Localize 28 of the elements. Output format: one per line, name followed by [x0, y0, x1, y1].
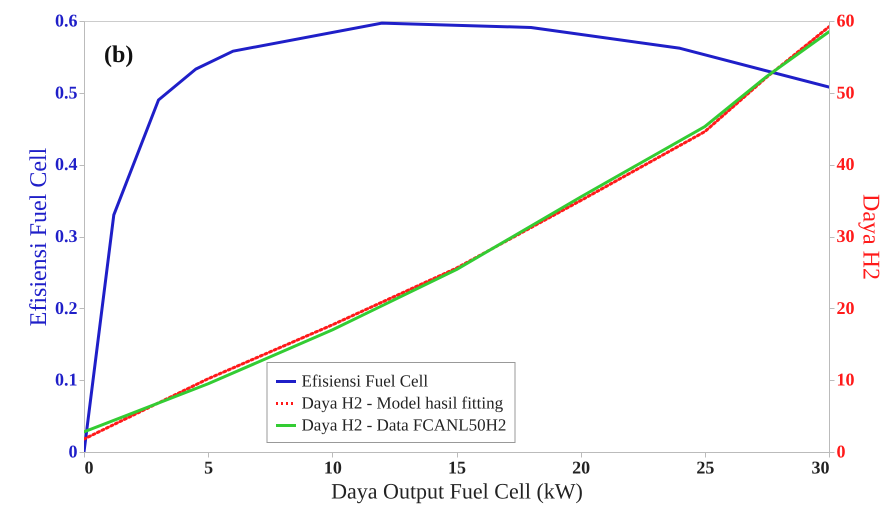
- y-tick-label: 0.4: [55, 154, 78, 174]
- x-tick-label: 5: [204, 458, 214, 478]
- y-tick-label: 0.5: [55, 82, 78, 102]
- y2-tick-label: 50: [836, 82, 854, 102]
- x-tick-label: 30: [812, 458, 830, 478]
- y-tick-label: 0: [68, 442, 78, 462]
- x-axis-title: Daya Output Fuel Cell (kW): [331, 478, 583, 504]
- y2-tick-label: 0: [836, 442, 846, 462]
- legend-label: Efisiensi Fuel Cell: [302, 372, 428, 390]
- legend-label: Daya H2 - Model hasil fitting: [302, 394, 504, 412]
- x-tick-label: 10: [324, 458, 342, 478]
- y2-tick-label: 10: [836, 370, 854, 390]
- y2-tick-label: 40: [836, 154, 854, 174]
- legend-label: Daya H2 - Data FCANL50H2: [302, 416, 506, 434]
- y-tick-label: 0.3: [55, 226, 78, 246]
- y-tick-label: 0.6: [55, 10, 78, 30]
- y2-axis-title: Daya H2: [858, 194, 884, 280]
- x-tick-label: 15: [448, 458, 466, 478]
- annotation: (b): [104, 42, 134, 68]
- y2-tick-label: 60: [836, 10, 854, 30]
- y2-tick-label: 30: [836, 226, 854, 246]
- y-tick-label: 0.2: [55, 298, 78, 318]
- y-tick-label: 0.1: [55, 370, 78, 390]
- x-tick-label: 20: [572, 458, 590, 478]
- x-tick-label: 0: [84, 458, 94, 478]
- y-axis-title: Efisiensi Fuel Cell: [26, 147, 52, 326]
- x-tick-label: 25: [696, 458, 714, 478]
- y2-tick-label: 20: [836, 298, 854, 318]
